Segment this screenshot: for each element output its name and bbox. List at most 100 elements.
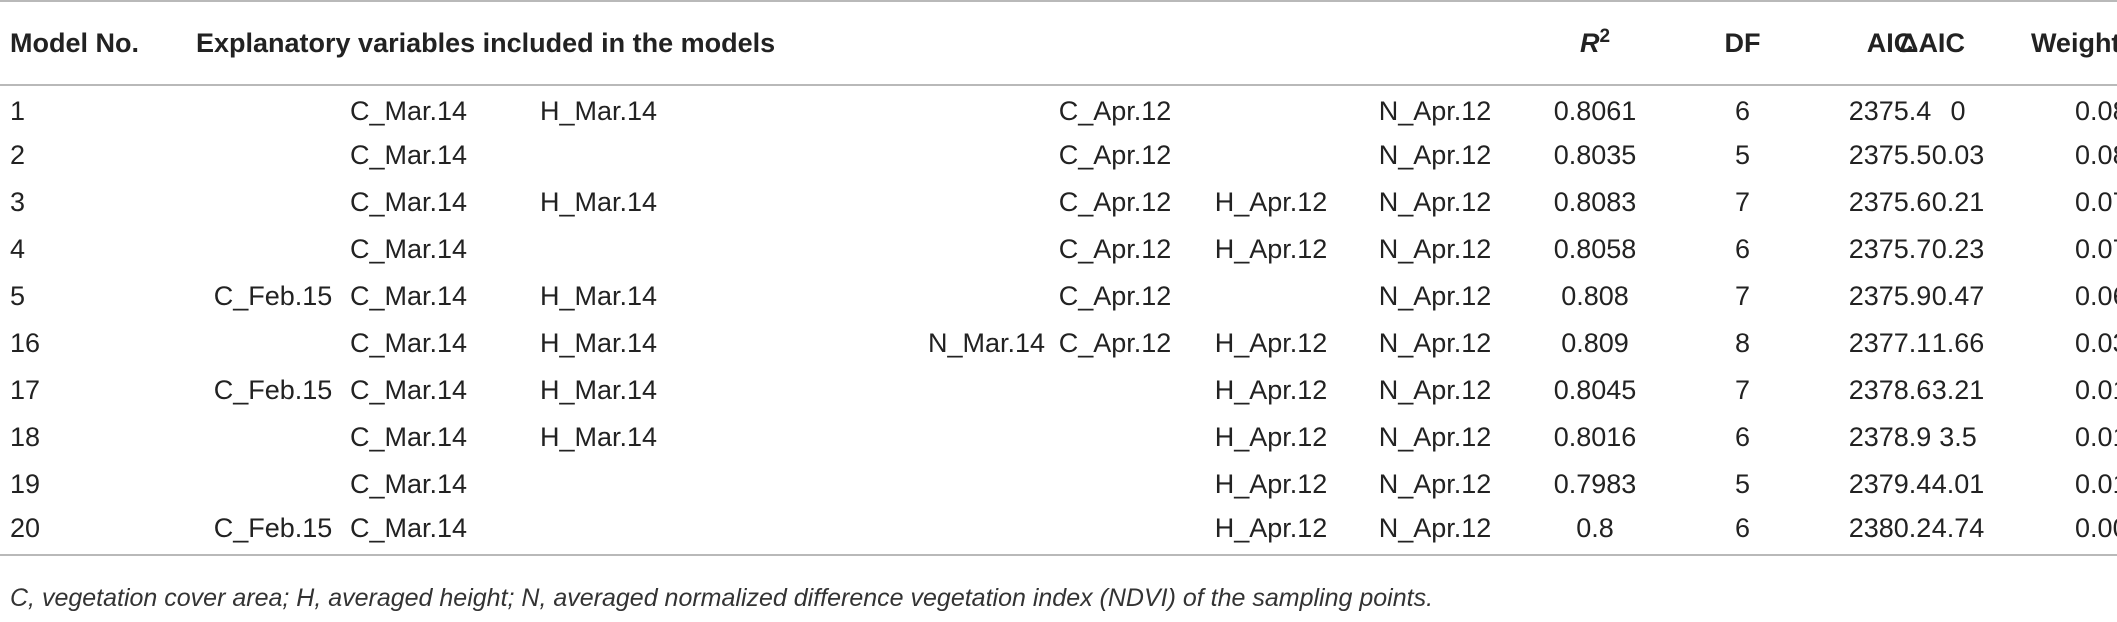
cell-r-squared: 0.808	[1561, 281, 1629, 311]
cell-var-h-mar14: H_Mar.14	[540, 375, 658, 405]
table-footnote: C, vegetation cover area; H, averaged he…	[10, 584, 1434, 612]
cell-var-feb15: C_Feb.15	[196, 508, 350, 556]
cell-df: 7	[1735, 187, 1751, 217]
cell-var-n-apr12: N_Apr.12	[1378, 140, 1492, 170]
table-row: 19 C_Mar.14 H_Apr.12 N_Apr.12 0.7983 5 2379.4 4…	[0, 461, 2117, 508]
header-weight: Weight	[2030, 27, 2117, 58]
header-explanatory-variables: Explanatory variables included in the mo…	[196, 0, 1521, 86]
cell-aic: 2379.4	[1848, 469, 1932, 499]
cell-delta-aic: 0.47	[1931, 281, 1985, 311]
cell-weight: 0.011	[2075, 469, 2117, 499]
cell-var-h-mar14: H_Mar.14	[540, 281, 658, 311]
cell-var-h-mar14	[522, 226, 922, 273]
cell-model-no: 2	[10, 140, 26, 170]
cell-delta-aic-weight: 3.5 0.014	[1939, 414, 2117, 461]
cell-var-feb15	[196, 132, 350, 179]
cell-var-h-apr12: H_Apr.12	[1214, 234, 1328, 264]
cell-var-c-mar14: C_Mar.14	[350, 469, 468, 499]
cell-var-c-mar14: C_Mar.14	[350, 187, 468, 217]
cell-var-h-mar14	[522, 461, 922, 508]
cell-r-squared: 0.8	[1520, 508, 1671, 556]
cell-r-squared: 0.7983	[1553, 469, 1637, 499]
cell-df: 6	[1735, 234, 1751, 264]
cell-aic: 2375.4	[1848, 95, 1932, 126]
cell-var-n-mar14	[922, 85, 1038, 132]
cell-var-c-apr12	[1038, 414, 1192, 461]
cell-var-feb15: C_Feb.15	[213, 375, 333, 405]
cell-delta-aic: 0	[1950, 95, 1966, 126]
cell-var-n-apr12: N_Apr.12	[1378, 422, 1492, 452]
cell-delta-aic: 0.23	[1931, 234, 1985, 264]
cell-model-no: 20	[0, 508, 196, 556]
cell-delta-aic-weight: 0.23 0.073	[1932, 226, 2117, 273]
cell-var-feb15: C_Feb.15	[213, 281, 333, 311]
cell-var-c-apr12: C_Apr.12	[1058, 281, 1172, 311]
cell-aic: 2378.6	[1848, 375, 1932, 405]
cell-weight: 0.073	[2075, 234, 2117, 264]
header-aic: AIC	[1815, 0, 1966, 86]
table-row: 18 C_Mar.14 H_Mar.14 H_Apr.12 N_Apr.12 0.8016…	[0, 414, 2117, 461]
cell-weight: 0.008	[2075, 512, 2117, 543]
cell-var-h-apr12	[1192, 132, 1350, 179]
cell-var-c-mar14: C_Mar.14	[350, 422, 468, 452]
cell-r-squared: 0.8016	[1553, 422, 1637, 452]
cell-delta-aic-weight: 0.47 0.065	[1932, 273, 2117, 320]
cell-var-n-mar14	[922, 414, 1038, 461]
cell-aic: 2375.9	[1848, 281, 1932, 311]
table-row: 3 C_Mar.14 H_Mar.14 C_Apr.12 H_Apr.12 N_Apr.1…	[0, 179, 2117, 226]
cell-var-feb15	[196, 226, 350, 273]
cell-var-c-mar14: C_Mar.14	[350, 375, 468, 405]
cell-var-c-apr12: C_Apr.12	[1058, 187, 1172, 217]
cell-var-h-apr12: H_Apr.12	[1214, 469, 1328, 499]
cell-var-n-apr12: N_Apr.12	[1378, 187, 1492, 217]
cell-delta-aic-weight: 0.21 0.074	[1932, 179, 2117, 226]
cell-df: 8	[1735, 328, 1751, 358]
cell-var-n-apr12: N_Apr.12	[1378, 281, 1492, 311]
cell-var-n-apr12: N_Apr.12	[1378, 95, 1492, 126]
cell-var-h-apr12: H_Apr.12	[1214, 328, 1328, 358]
cell-df: 5	[1735, 140, 1751, 170]
cell-var-h-apr12: H_Apr.12	[1192, 508, 1350, 556]
cell-delta-aic: 0.03	[1931, 140, 1985, 170]
cell-var-c-apr12	[1038, 367, 1192, 414]
cell-var-n-mar14	[922, 461, 1038, 508]
cell-var-n-mar14	[922, 226, 1038, 273]
cell-var-c-apr12: C_Apr.12	[1058, 234, 1172, 264]
cell-df: 6	[1735, 422, 1751, 452]
cell-var-n-mar14: N_Mar.14	[928, 328, 1046, 358]
model-selection-table: Model No. Explanatory variables included…	[0, 0, 2117, 556]
cell-df: 5	[1735, 469, 1751, 499]
header-r-squared: R2	[1520, 0, 1671, 86]
cell-var-n-apr12: N_Apr.12	[1378, 328, 1492, 358]
cell-var-c-mar14: C_Mar.14	[350, 508, 522, 556]
cell-df: 6	[1670, 508, 1816, 556]
cell-var-c-mar14: C_Mar.14	[350, 328, 468, 358]
cell-var-h-mar14: H_Mar.14	[540, 95, 658, 126]
table-body: 1 C_Mar.14 H_Mar.14 C_Apr.12 N_Apr.12 0.8061 6…	[0, 85, 2117, 556]
cell-var-n-apr12: N_Apr.12	[1350, 508, 1521, 556]
cell-var-c-mar14: C_Mar.14	[350, 140, 468, 170]
cell-delta-aic: 4.74	[1931, 512, 1985, 543]
cell-var-n-mar14	[922, 179, 1038, 226]
header-delta-aic-weight: ΔAIC Weight	[1899, 0, 2117, 86]
cell-delta-aic: 4.01	[1931, 469, 1985, 499]
cell-var-feb15	[196, 85, 350, 132]
cell-model-no: 3	[10, 187, 26, 217]
cell-weight: 0.082	[2075, 95, 2117, 126]
table-row: 2 C_Mar.14 C_Apr.12 N_Apr.12 0.8035 5 2375.5 0.…	[0, 132, 2117, 179]
cell-var-h-mar14: H_Mar.14	[540, 422, 658, 452]
cell-var-feb15	[196, 414, 350, 461]
cell-df: 7	[1735, 281, 1751, 311]
cell-var-h-apr12: H_Apr.12	[1214, 422, 1328, 452]
cell-aic: 2375.7	[1848, 234, 1932, 264]
cell-df: 6	[1735, 95, 1751, 126]
cell-weight: 0.081	[2075, 140, 2117, 170]
table-row: 20 C_Feb.15 C_Mar.14 H_Apr.12 N_Apr.12 0.8 6 23…	[0, 508, 2117, 556]
cell-var-c-apr12: C_Apr.12	[1058, 140, 1172, 170]
cell-var-h-apr12	[1192, 273, 1350, 320]
cell-weight: 0.074	[2075, 187, 2117, 217]
cell-aic: 2375.6	[1848, 187, 1932, 217]
cell-model-no: 19	[10, 469, 41, 499]
cell-r-squared: 0.8035	[1553, 140, 1637, 170]
